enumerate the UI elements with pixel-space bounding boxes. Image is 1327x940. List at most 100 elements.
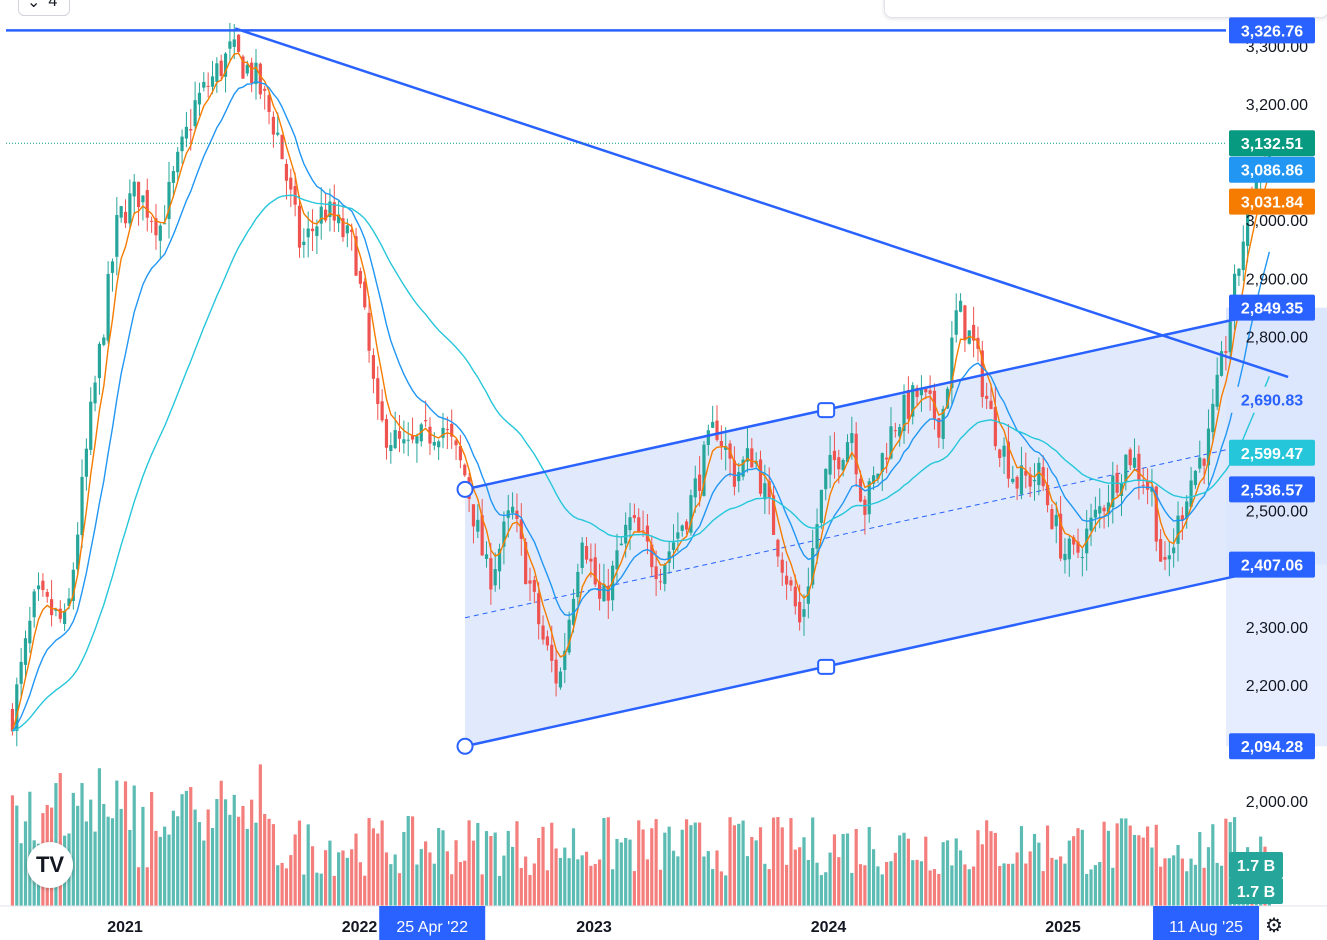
volume-bar	[567, 858, 571, 906]
candle-body	[654, 566, 658, 580]
volume-bar	[706, 851, 710, 906]
volume-bar	[363, 875, 367, 906]
chevron-down-icon: ⌄	[27, 0, 41, 11]
candle-body	[150, 220, 154, 222]
interval-selector[interactable]: ⌄ 4	[18, 0, 70, 16]
volume-bar	[441, 830, 445, 906]
candle-body	[571, 598, 576, 625]
volume-bar	[606, 817, 610, 906]
candle-body	[1067, 538, 1071, 560]
volume-bar	[1072, 836, 1076, 906]
volume-bar	[480, 874, 484, 906]
candle-body	[724, 446, 728, 450]
settings-icon[interactable]: ⚙	[1265, 915, 1283, 937]
volume-bar	[802, 837, 806, 906]
time-tag-bg	[1153, 906, 1260, 940]
channel-fill	[465, 307, 1289, 747]
candle-body	[84, 448, 88, 477]
volume-bar	[1032, 833, 1037, 906]
volume-bar	[271, 824, 275, 906]
volume-bar	[476, 822, 480, 906]
drawing-toolbar[interactable]	[884, 0, 1327, 18]
candle-body	[32, 591, 36, 618]
candle-body	[780, 559, 784, 573]
candle-body	[80, 476, 84, 536]
price-tag-bg	[1229, 130, 1315, 157]
time-tick-label: 2022	[342, 919, 378, 936]
volume-bar	[702, 856, 706, 906]
volume-bar	[1176, 844, 1180, 906]
volume-bar	[180, 794, 184, 906]
candle-body	[67, 598, 71, 606]
candle-body	[19, 661, 23, 684]
candle-body	[1167, 555, 1171, 560]
candle-body	[889, 426, 893, 459]
volume-bar	[1206, 847, 1211, 906]
candle-body	[141, 195, 145, 203]
volume-bar	[315, 872, 319, 906]
volume-bar	[123, 781, 128, 906]
volume-bar	[371, 828, 376, 906]
candle-body	[258, 63, 262, 95]
candle-body	[867, 481, 871, 515]
candle-body	[28, 620, 32, 644]
candle-body	[1241, 241, 1245, 271]
volume-bar	[945, 840, 950, 906]
volume-tag: 1.7 B	[1229, 878, 1283, 904]
candle-body	[828, 454, 832, 475]
volume-bar	[889, 861, 893, 906]
candle-body	[202, 81, 206, 88]
volume-bar	[693, 822, 697, 906]
price-tick-label: 2,900.00	[1246, 271, 1308, 288]
volume-bar	[828, 852, 832, 906]
volume-bar	[771, 817, 776, 906]
price-tag-label: 2,599.47	[1241, 446, 1303, 463]
volume-bar	[80, 783, 84, 906]
volume-tag: 1.7 B	[1229, 852, 1283, 878]
candle-body	[998, 449, 1002, 459]
candle-body	[832, 450, 837, 461]
candle-body	[236, 34, 241, 52]
volume-bar	[1054, 859, 1058, 906]
candle-body	[97, 343, 102, 379]
candle-body	[415, 436, 419, 444]
volume-bar	[763, 863, 767, 906]
tradingview-logo[interactable]: TV	[27, 842, 73, 888]
descending-trendline	[234, 27, 1289, 379]
candle-body	[537, 593, 541, 625]
candle-body	[911, 385, 915, 417]
parallel-channel	[464, 307, 1327, 747]
volume-bar	[537, 838, 541, 906]
volume-bar	[1198, 832, 1202, 906]
candle-body	[180, 136, 184, 152]
candle-body	[689, 495, 693, 533]
volume-bar	[937, 873, 941, 906]
volume-bar	[554, 848, 558, 906]
volume-bar	[954, 838, 958, 906]
volume-bar	[10, 795, 15, 906]
volume-bar	[132, 785, 136, 906]
volume-bar	[711, 869, 715, 906]
volume-bar	[793, 849, 797, 906]
volume-bar	[506, 830, 510, 906]
volume-bar	[241, 806, 245, 906]
candle-body	[684, 521, 689, 530]
candle-body	[289, 177, 293, 190]
volume-bar	[367, 818, 371, 906]
candle-body	[315, 226, 319, 237]
candle-body	[880, 453, 884, 472]
candle-body	[1132, 457, 1137, 468]
volume-bar	[219, 780, 223, 906]
candle-body	[863, 499, 867, 515]
candle-body	[506, 510, 510, 518]
candle-body	[197, 92, 202, 105]
candle-body	[632, 515, 636, 519]
volume-bar	[232, 794, 236, 906]
volume-bar	[254, 822, 258, 906]
candle-body	[1106, 502, 1111, 513]
candle-body	[106, 273, 110, 341]
candle-body	[871, 475, 876, 484]
candle-body	[802, 609, 806, 617]
volume-bar	[963, 864, 967, 906]
